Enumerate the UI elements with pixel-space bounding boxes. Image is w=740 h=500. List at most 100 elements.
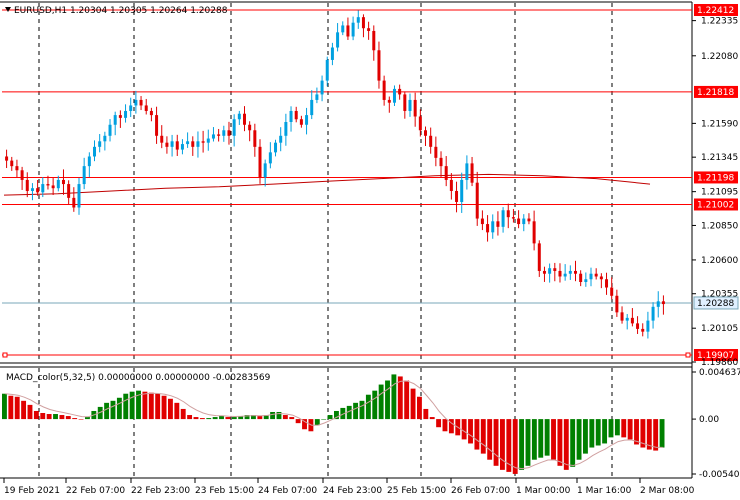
- chart-menu-triangle-icon[interactable]: [5, 7, 11, 12]
- candle-body: [15, 166, 19, 171]
- level-tag-3: [694, 198, 738, 211]
- macd-bar: [519, 419, 525, 470]
- level-tag-label: 1.19907: [697, 351, 734, 361]
- price-tick-label: 1.20105: [701, 324, 738, 334]
- macd-bar: [65, 416, 71, 420]
- macd-bar: [602, 419, 608, 444]
- macd-bar: [385, 380, 390, 420]
- macd-bar: [155, 393, 161, 420]
- candle-body: [424, 130, 428, 136]
- macd-bar: [506, 419, 512, 472]
- candle-body: [134, 99, 138, 106]
- macd-signal-line: [5, 380, 663, 470]
- candle-body: [274, 142, 278, 153]
- macd-bar: [97, 406, 103, 420]
- candle-body: [61, 179, 65, 185]
- candle-body: [46, 184, 50, 186]
- candle-body: [372, 30, 376, 51]
- macd-bar: [251, 415, 256, 420]
- macd-bar: [410, 388, 416, 420]
- macd-bar: [423, 408, 429, 420]
- level-handle-left[interactable]: [2, 352, 8, 358]
- macd-bar: [429, 417, 435, 420]
- macd-bar: [104, 402, 110, 420]
- macd-bar: [257, 416, 263, 420]
- candle-body: [460, 179, 464, 202]
- macd-bar: [653, 419, 659, 451]
- candle-body: [480, 218, 484, 225]
- macd-bar: [544, 419, 550, 456]
- macd-bar: [193, 417, 199, 420]
- candle-body: [491, 221, 495, 233]
- candle-body: [625, 317, 629, 321]
- candle-body: [439, 157, 443, 167]
- price-tick-label: 1.20850: [701, 221, 738, 231]
- candle-body: [465, 163, 469, 180]
- candle-body: [599, 276, 603, 280]
- macd-bar: [334, 410, 339, 420]
- level-handle-right[interactable]: [685, 352, 691, 358]
- candle-body: [191, 141, 195, 147]
- time-axis: 19 Feb 2021 22 Feb 07:00 22 Feb 23:00 23 Fe…: [3, 478, 695, 496]
- macd-bar: [168, 398, 173, 420]
- macd-bar: [365, 394, 371, 420]
- macd-bar: [461, 419, 467, 440]
- moving-average: [3, 173, 651, 196]
- macd-bar: [551, 419, 556, 460]
- candle-body: [320, 80, 324, 95]
- macd-bar: [8, 395, 14, 420]
- candle-body: [41, 184, 45, 193]
- candle-body: [289, 110, 293, 122]
- candle-body: [10, 160, 14, 167]
- price-tick-label: 1.19860: [701, 358, 738, 368]
- candle-body: [30, 188, 34, 191]
- candle-body: [527, 218, 531, 222]
- candle-body: [361, 17, 365, 29]
- candle-body: [72, 197, 76, 208]
- candle-body: [93, 146, 97, 157]
- candle-body: [532, 221, 536, 244]
- candle-body: [470, 163, 474, 183]
- candle-body: [217, 134, 221, 136]
- macd-bar: [557, 419, 563, 466]
- candle-body: [413, 99, 417, 117]
- candle-body: [279, 135, 283, 143]
- macd-bar: [372, 390, 378, 420]
- candle-body: [542, 270, 546, 274]
- macd-bar: [40, 413, 46, 420]
- macd-bar: [314, 419, 320, 426]
- candle-body: [367, 28, 371, 31]
- candle-body: [584, 279, 588, 282]
- current-price-tag: [693, 296, 739, 310]
- candle-body: [511, 217, 515, 219]
- candle-body: [444, 166, 448, 180]
- macd-bar: [116, 397, 122, 420]
- macd-bar: [72, 418, 78, 420]
- macd-bar: [659, 419, 665, 448]
- price-tick-label: 1.22080: [701, 52, 738, 62]
- candle-body: [144, 105, 148, 111]
- macd-bar: [621, 419, 627, 438]
- macd-bar: [627, 419, 633, 440]
- macd-bar: [180, 408, 186, 420]
- macd-bar: [142, 391, 148, 420]
- candle-body: [553, 268, 557, 271]
- macd-bar: [570, 419, 576, 467]
- candle-body: [496, 221, 500, 227]
- macd-bar: [487, 419, 493, 460]
- candle-body: [196, 141, 200, 147]
- candle-body: [25, 179, 29, 191]
- horizontal-levels[interactable]: 1.22412 1.21818 1.21198 1.21002 1.19907 1.202…: [2, 4, 739, 361]
- macd-bar: [480, 419, 486, 454]
- candle-body: [382, 80, 386, 100]
- macd-bar: [59, 415, 65, 420]
- time-tick-label: 1 Mar 16:00: [577, 486, 632, 496]
- candle-body: [475, 182, 479, 219]
- macd-bar: [110, 400, 116, 420]
- macd-bar: [295, 419, 301, 424]
- macd-bar: [244, 415, 250, 420]
- price-tick-label: 1.20355: [701, 290, 738, 300]
- candle-body: [211, 134, 215, 139]
- candle-body: [299, 119, 303, 125]
